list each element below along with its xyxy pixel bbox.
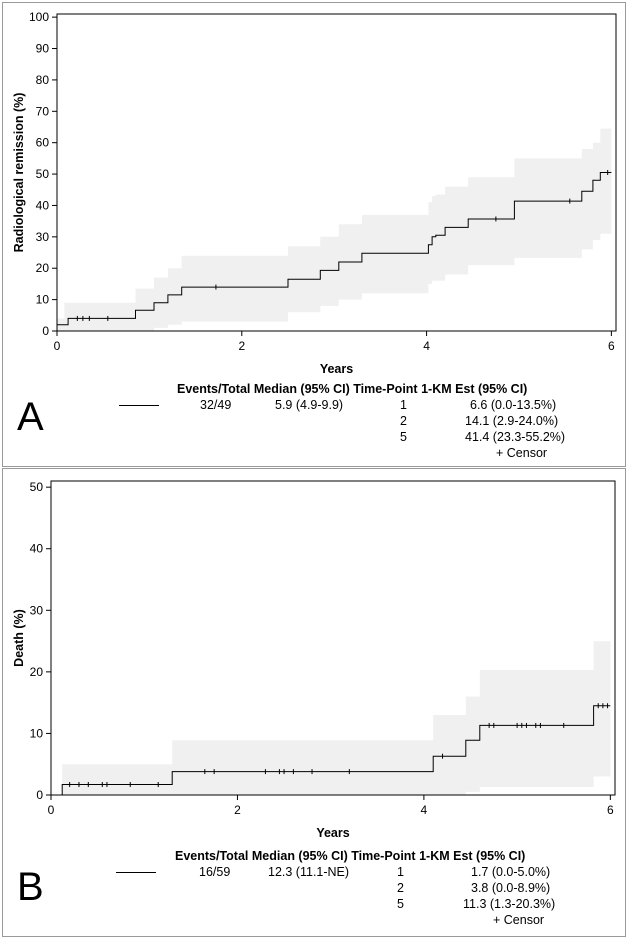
km-chart-a: 0 10 20 30 40 50 60 70 80 90 100 0 2 4 6 Years Radiologi… xyxy=(12,10,617,376)
y-tick-label: 40 xyxy=(36,198,50,212)
x-tick-label: 4 xyxy=(423,339,430,353)
y-axis-label: Death (%) xyxy=(12,609,26,667)
km-step-line xyxy=(51,705,611,796)
y-tick-label: 80 xyxy=(36,73,50,87)
confidence-band xyxy=(57,128,612,331)
censor-legend-b: + Censor xyxy=(493,913,545,927)
y-tick-label: 50 xyxy=(30,480,44,494)
x-tick-label: 0 xyxy=(48,803,55,817)
km-est-b-1: 1.7 (0.0-5.0%) xyxy=(471,865,551,879)
x-tick-label: 6 xyxy=(607,803,614,817)
median-b: 12.3 (11.1-NE) xyxy=(268,865,350,879)
header-median: Median (95% CI) xyxy=(253,382,350,396)
y-tick-label: 60 xyxy=(36,136,50,150)
table-header-b: Events/Total Median (95% CI) Time-Point … xyxy=(175,849,525,863)
y-tick-label: 30 xyxy=(30,603,44,617)
header-events-total: Events/Total xyxy=(175,849,249,863)
x-axis-label: Years xyxy=(320,362,353,376)
table-header-a: Events/Total Median (95% CI) Time-Point … xyxy=(177,382,527,396)
y-tick-label: 0 xyxy=(36,788,43,802)
time-point-b-1: 1 xyxy=(397,865,404,879)
y-tick-label: 0 xyxy=(42,324,49,338)
km-chart-b: 0 10 20 30 40 50 0 2 4 6 Years Death (%) xyxy=(12,480,616,840)
y-tick-label: 10 xyxy=(30,726,44,740)
panel-a: 0 10 20 30 40 50 60 70 80 90 100 0 2 4 6 Years Radiologi… xyxy=(2,2,626,467)
km-est-b-2: 3.8 (0.0-8.9%) xyxy=(471,881,551,895)
median-a: 5.9 (4.9-9.9) xyxy=(275,398,344,412)
header-events-total: Events/Total xyxy=(177,382,251,396)
confidence-band xyxy=(51,641,611,795)
time-point-b-5: 5 xyxy=(397,897,404,911)
events-total-a: 32/49 xyxy=(200,398,232,412)
header-km-est: 1-KM Est (95% CI) xyxy=(421,382,528,396)
time-point-a-1: 1 xyxy=(400,398,407,412)
plot-frame xyxy=(50,480,616,796)
y-tick-label: 90 xyxy=(36,42,50,56)
y-tick-label: 100 xyxy=(29,10,49,24)
x-axis-label: Years xyxy=(316,826,349,840)
legend-line-b xyxy=(116,872,156,873)
km-est-a-1: 6.6 (0.0-13.5%) xyxy=(470,398,557,412)
panel-letter-a: A xyxy=(17,395,44,439)
y-tick-label: 10 xyxy=(36,293,50,307)
events-total-b: 16/59 xyxy=(199,865,231,879)
time-point-a-5: 5 xyxy=(400,430,407,444)
header-time-point: Time-Point xyxy=(353,382,418,396)
panel-b: 0 10 20 30 40 50 0 2 4 6 Years Death (%) Events/Tot… xyxy=(2,468,626,937)
km-step-line xyxy=(57,172,612,326)
y-tick-label: 50 xyxy=(36,167,50,181)
x-tick-label: 4 xyxy=(421,803,428,817)
y-tick-label: 40 xyxy=(30,542,44,556)
x-tick-label: 6 xyxy=(608,339,615,353)
censor-legend-a: + Censor xyxy=(496,446,548,460)
header-km-est: 1-KM Est (95% CI) xyxy=(419,849,526,863)
km-est-a-5: 41.4 (23.3-55.2%) xyxy=(465,430,566,444)
y-axis-label: Radiological remission (%) xyxy=(12,93,26,253)
x-tick-label: 2 xyxy=(234,803,241,817)
km-est-b-5: 11.3 (1.3-20.3%) xyxy=(463,897,556,911)
time-point-a-2: 2 xyxy=(400,414,407,428)
y-tick-label: 20 xyxy=(30,665,44,679)
header-median: Median (95% CI) xyxy=(251,849,348,863)
km-est-a-2: 14.1 (2.9-24.0%) xyxy=(465,414,559,428)
legend-line-a xyxy=(119,405,159,406)
y-tick-label: 70 xyxy=(36,104,50,118)
plot-frame xyxy=(56,13,617,332)
time-point-b-2: 2 xyxy=(397,881,404,895)
x-tick-label: 2 xyxy=(238,339,245,353)
y-tick-label: 30 xyxy=(36,230,50,244)
y-tick-label: 20 xyxy=(36,261,50,275)
x-tick-label: 0 xyxy=(54,339,61,353)
panel-letter-b: B xyxy=(17,865,44,909)
header-time-point: Time-Point xyxy=(351,849,416,863)
